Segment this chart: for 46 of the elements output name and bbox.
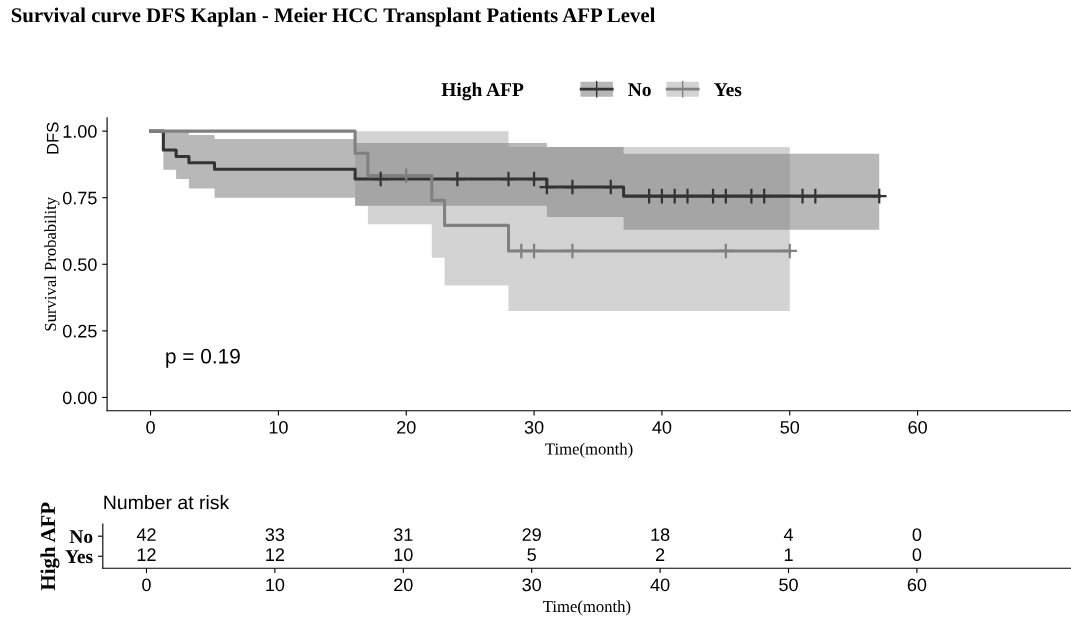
data-label: 18 [651,528,670,542]
annotation: p = 0.19 [166,348,240,368]
y-axis-title: High AFP [40,502,60,591]
data-label: 12 [137,548,156,561]
legend-label: Yes [714,83,742,97]
x-tick-label: 10 [266,578,285,592]
legend-label: No [628,83,651,97]
chart-title: Number at risk [104,495,230,510]
legend-title: High AFP [441,82,524,101]
x-tick-label: 0 [142,578,151,592]
y-axis-title: Survival Probability [44,196,60,331]
x-tick-label: 40 [652,420,672,434]
y-tick-label: 0.00 [62,391,97,405]
data-label: 10 [394,548,413,562]
x-tick-label: 60 [908,420,927,434]
x-tick-label: 30 [522,578,542,592]
x-tick-label: 40 [650,578,670,592]
data-label: 31 [393,528,413,542]
x-axis-title: Time(month) [545,442,633,458]
y-tick-label: 0.75 [62,191,97,205]
data-label: 1 [784,548,793,561]
data-label: 42 [136,528,156,541]
data-label: 5 [527,548,536,562]
chart-title: Survival curve DFS Kaplan - Meier HCC Transplant Patients AFP Level [11,7,656,27]
data-label: 12 [266,548,285,561]
x-axis-title: Time(month) [543,600,631,616]
x-tick-label: 20 [394,578,413,592]
text: DFS [46,122,59,154]
data-label: 29 [522,528,541,542]
data-label: 33 [265,528,285,542]
data-label: 0 [912,528,922,542]
y-tick-label: Yes [65,550,93,564]
x-tick-label: 30 [524,420,544,434]
x-tick-label: 60 [907,578,927,592]
y-tick-label: No [69,530,93,544]
data-label: 2 [655,548,665,561]
x-tick-label: 10 [269,420,288,434]
x-tick-label: 20 [397,420,416,434]
x-tick-label: 50 [779,578,798,592]
y-tick-label: 0.25 [62,324,97,338]
y-tick-label: 1.00 [63,125,97,138]
data-label: 0 [912,548,922,562]
y-tick-label: 0.50 [62,258,97,272]
data-label: 4 [783,528,793,541]
x-tick-label: 0 [146,420,155,434]
x-tick-label: 50 [780,420,800,434]
